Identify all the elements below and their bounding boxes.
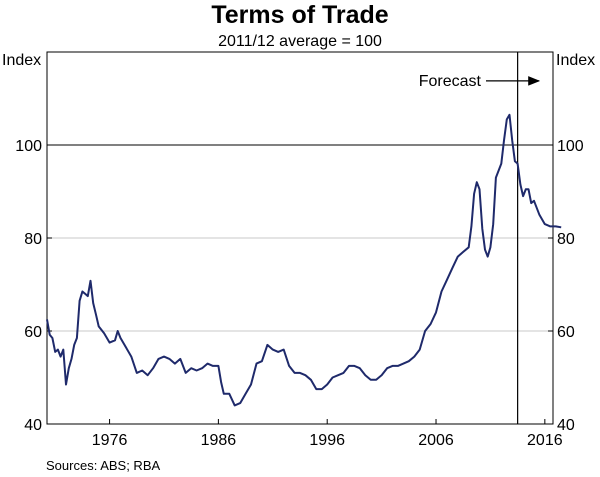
y-tick-label-right: 60 [557, 324, 575, 341]
x-tick-label: 2016 [527, 432, 563, 449]
chart-subtitle: 2011/12 average = 100 [218, 33, 382, 50]
source-note: Sources: ABS; RBA [46, 458, 161, 473]
x-tick-label: 1976 [92, 432, 128, 449]
x-tick-label: 1996 [309, 432, 345, 449]
y-tick-label-left: 80 [24, 231, 42, 248]
x-tick-label: 2006 [418, 432, 454, 449]
x-tick-label: 1986 [201, 432, 237, 449]
y-tick-label-right: 100 [557, 138, 584, 155]
y-tick-label-right: 40 [557, 417, 575, 434]
y-tick-label-right: 80 [557, 231, 575, 248]
series-line-terms-of-trade [46, 113, 562, 407]
y-tick-label-left: 60 [24, 324, 42, 341]
chart-title: Terms of Trade [211, 1, 389, 29]
forecast-label: Forecast [419, 73, 482, 90]
y-tick-label-left: 100 [15, 138, 42, 155]
y-axis-label-left: Index [2, 52, 42, 69]
y-tick-label-left: 40 [24, 417, 42, 434]
y-axis-label-right: Index [556, 52, 596, 69]
